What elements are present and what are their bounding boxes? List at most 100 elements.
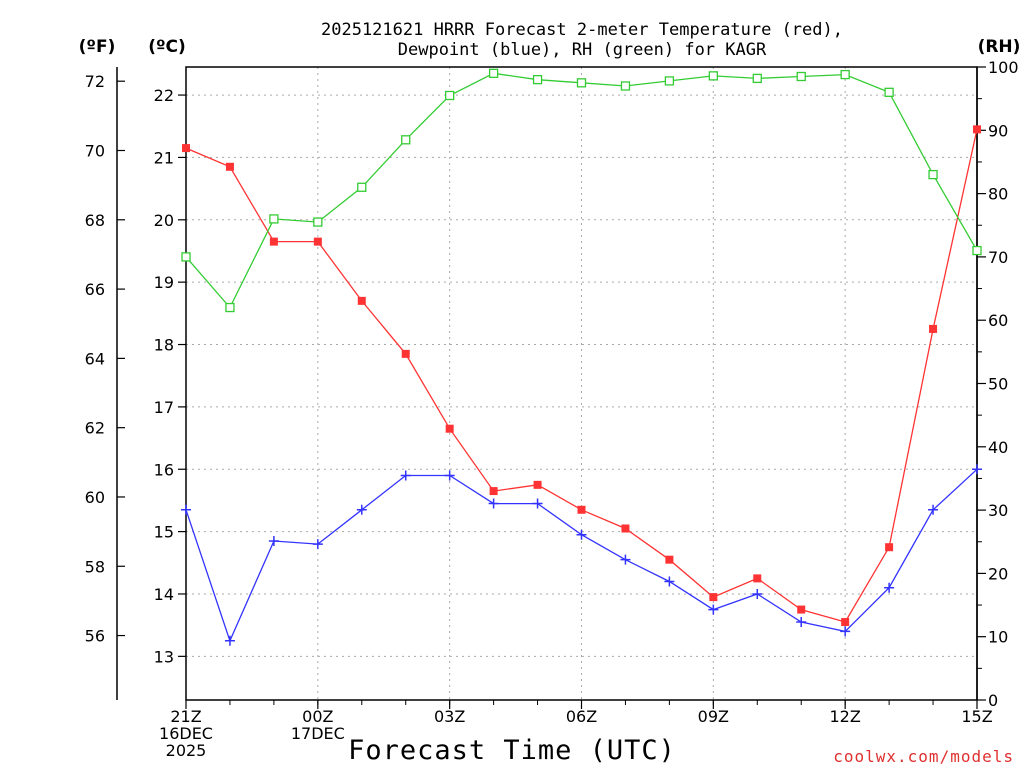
fahrenheit-unit-label: (ºF) bbox=[79, 37, 116, 57]
rh-point bbox=[840, 69, 850, 80]
rh-point bbox=[225, 302, 235, 313]
fahrenheit-tick-label: 68 bbox=[85, 211, 105, 230]
dewpoint-point bbox=[708, 604, 719, 615]
dewpoint-point bbox=[224, 635, 235, 646]
x-tick-label: 12Z bbox=[830, 707, 861, 726]
fahrenheit-tick-label: 60 bbox=[85, 488, 105, 507]
dewpoint-point bbox=[576, 529, 587, 540]
x-tick-label: 00Z bbox=[302, 707, 333, 726]
rh-tick-label: 100 bbox=[988, 58, 1019, 77]
rh-point bbox=[620, 81, 631, 91]
rh-point bbox=[532, 75, 543, 85]
fahrenheit-tick-label: 58 bbox=[85, 557, 105, 576]
celsius-tick-label: 17 bbox=[154, 398, 174, 417]
temperature-point bbox=[841, 618, 850, 627]
celsius-tick-label: 22 bbox=[154, 86, 174, 105]
dewpoint-point bbox=[312, 539, 323, 550]
fahrenheit-tick-label: 70 bbox=[85, 141, 105, 160]
dewpoint-point bbox=[928, 504, 939, 515]
celsius-tick-label: 16 bbox=[154, 460, 174, 479]
rh-point bbox=[972, 245, 982, 256]
celsius-tick-label: 19 bbox=[154, 273, 174, 292]
chart-title-line1: 2025121621 HRRR Forecast 2-meter Tempera… bbox=[321, 20, 843, 40]
x-tick-label: 2025 bbox=[166, 741, 207, 760]
rh-tick-label: 50 bbox=[988, 375, 1008, 394]
fahrenheit-tick-label: 66 bbox=[85, 280, 105, 299]
fahrenheit-tick-label: 72 bbox=[85, 72, 105, 91]
temperature-point bbox=[973, 125, 981, 134]
plot-frame bbox=[185, 66, 978, 701]
temperature-point bbox=[929, 324, 938, 333]
celsius-tick-label: 14 bbox=[154, 585, 174, 604]
x-axis-title: Forecast Time (UTC) bbox=[348, 735, 676, 766]
rh-point bbox=[269, 214, 279, 224]
dewpoint-point bbox=[268, 535, 279, 546]
dewpoint-point bbox=[488, 498, 499, 509]
celsius-tick-label: 15 bbox=[154, 523, 174, 542]
temperature-point bbox=[269, 237, 278, 246]
rh-point bbox=[796, 71, 806, 82]
dewpoint-point bbox=[840, 626, 851, 637]
chart-title-line2: Dewpoint (blue), RH (green) for KAGR bbox=[398, 40, 767, 60]
x-tick-label: 03Z bbox=[434, 707, 465, 726]
rh-point bbox=[752, 73, 762, 84]
dewpoint-point bbox=[181, 504, 191, 515]
rh-tick-label: 60 bbox=[988, 311, 1008, 330]
dewpoint-point bbox=[400, 470, 411, 481]
temperature-point bbox=[357, 296, 366, 305]
temperature-point bbox=[797, 605, 806, 614]
rh-unit-label: (RH) bbox=[978, 37, 1021, 57]
temperature-point bbox=[313, 237, 322, 246]
rh-tick-label: 20 bbox=[988, 564, 1008, 583]
credit-text: coolwx.com/models bbox=[833, 747, 1014, 766]
rh-point bbox=[708, 71, 718, 81]
temperature-point bbox=[182, 144, 190, 153]
rh-tick-label: 70 bbox=[988, 248, 1008, 267]
rh-point bbox=[313, 217, 323, 227]
series-layer bbox=[181, 68, 982, 646]
temperature-point bbox=[225, 162, 234, 171]
rh-tick-label: 80 bbox=[988, 185, 1008, 204]
temperature-point bbox=[577, 505, 586, 514]
dewpoint-point bbox=[972, 464, 982, 475]
dewpoint-point bbox=[796, 617, 807, 628]
temperature-point bbox=[753, 574, 762, 583]
celsius-unit-label: (ºC) bbox=[148, 37, 186, 57]
celsius-tick-label: 21 bbox=[154, 148, 174, 167]
rh-point bbox=[401, 135, 411, 145]
temperature-point bbox=[709, 593, 718, 602]
fahrenheit-tick-label: 64 bbox=[85, 349, 105, 368]
celsius-tick-label: 18 bbox=[154, 336, 174, 355]
x-tick-label: 21Z bbox=[170, 707, 201, 726]
temperature-point bbox=[401, 349, 410, 358]
x-tick-label: 09Z bbox=[698, 707, 729, 726]
dewpoint-point bbox=[444, 470, 455, 481]
dewpoint-point bbox=[884, 582, 895, 593]
dewpoint-point bbox=[620, 554, 631, 565]
dewpoint-point bbox=[664, 576, 675, 587]
celsius-tick-label: 13 bbox=[154, 647, 174, 666]
rh-point bbox=[576, 78, 587, 88]
grid-lines bbox=[186, 67, 977, 700]
temperature-point bbox=[621, 524, 630, 533]
rh-tick-label: 90 bbox=[988, 121, 1008, 140]
x-tick-label: 15Z bbox=[961, 707, 992, 726]
dewpoint-point bbox=[752, 588, 763, 599]
celsius-tick-label: 20 bbox=[154, 211, 174, 230]
rh-tick-label: 40 bbox=[988, 438, 1008, 457]
rh-tick-label: 30 bbox=[988, 501, 1008, 520]
dewpoint-line bbox=[185, 468, 978, 643]
rh-point bbox=[357, 182, 367, 192]
temperature-point bbox=[445, 424, 454, 433]
rh-point bbox=[928, 169, 938, 180]
dewpoint-point bbox=[356, 504, 367, 515]
x-tick-label: 17DEC bbox=[291, 724, 345, 743]
x-tick-label: 06Z bbox=[566, 707, 597, 726]
dewpoint-point bbox=[532, 498, 543, 509]
rh-tick-label: 0 bbox=[988, 691, 998, 710]
temperature-point bbox=[885, 543, 894, 552]
rh-point bbox=[181, 252, 191, 262]
